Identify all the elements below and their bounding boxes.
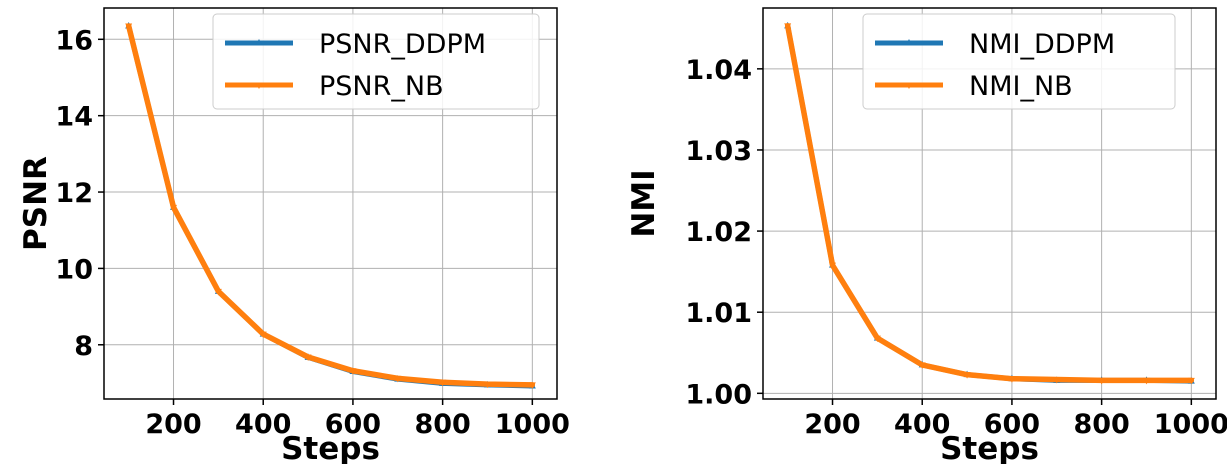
chart-panel-1: 200 400 600 800 1000 8 10 12 14 16 Steps PSNR PSNR_D…	[18, 7, 570, 464]
data-point-PSNR_NB	[259, 331, 267, 339]
chart-panel-2: 200 400 600 800 1000 1.00 1.01 1.02 1.03 1.04 Step…	[626, 7, 1227, 464]
x-tick-label: 600	[325, 409, 381, 440]
legend: PSNR_DDPM PSNR_NB	[212, 13, 540, 110]
x-tick-label: 400	[894, 409, 950, 440]
series-line-PSNR_NB	[125, 23, 536, 388]
x-axis-label: Steps	[940, 431, 1039, 464]
y-tick-label: 1.02	[685, 217, 752, 248]
x-axis-label: Steps	[281, 431, 380, 464]
data-point-NMI_NB	[918, 362, 926, 369]
data-point-NMI_NB	[829, 262, 837, 270]
y-tick-label: 10	[55, 254, 93, 285]
x-tick-label: 1000	[1154, 409, 1227, 440]
data-point-NMI_NB	[1053, 377, 1061, 384]
y-axis-label: NMI	[626, 169, 662, 237]
data-point-NMI_NB	[1098, 377, 1106, 385]
data-point-PSNR_NB	[304, 354, 312, 361]
data-point-PSNR_NB	[483, 381, 491, 389]
plot-frame	[762, 7, 1217, 400]
y-tick-label: 16	[55, 25, 93, 56]
data-point-NMI_NB	[784, 23, 792, 30]
y-tick-label: 1.03	[685, 136, 752, 167]
legend-box	[212, 13, 540, 110]
data-point-PSNR_NB	[394, 375, 402, 383]
data-point-PSNR_NB	[439, 379, 447, 387]
x-tick-label: 800	[414, 409, 470, 440]
x-tick-label: 1000	[495, 409, 570, 440]
legend-label-PSNR_NB: PSNR_NB	[319, 71, 444, 102]
legend-marker-NMI_NB	[905, 82, 913, 89]
legend-marker-NMI_DDPM	[905, 39, 913, 46]
series-line-NMI_NB	[784, 23, 1195, 384]
data-point-NMI_NB	[1142, 377, 1150, 385]
plot-frame	[103, 7, 558, 400]
y-tick-label: 1.04	[685, 55, 752, 86]
legend-marker-PSNR_DDPM	[255, 39, 263, 46]
x-tick-label: 200	[804, 409, 860, 440]
data-point-PSNR_NB	[170, 204, 178, 212]
legend-label-NMI_DDPM: NMI_DDPM	[969, 29, 1115, 60]
data-point-NMI_NB	[873, 335, 881, 343]
data-point-PSNR_NB	[349, 368, 357, 375]
x-tick-label: 800	[1073, 409, 1129, 440]
x-tick-label: 400	[235, 409, 291, 440]
data-point-NMI_NB	[1008, 376, 1016, 383]
data-point-PSNR_NB	[214, 288, 222, 296]
y-tick-label: 12	[55, 178, 93, 209]
y-tick-label: 8	[74, 331, 93, 362]
x-tick-label: 600	[984, 409, 1040, 440]
data-point-NMI_NB	[1187, 377, 1195, 385]
y-tick-label: 14	[55, 102, 93, 133]
y-tick-label: 1.00	[685, 379, 752, 410]
data-point-PSNR_NB	[528, 382, 536, 389]
y-tick-label: 1.01	[685, 298, 752, 329]
legend-label-NMI_NB: NMI_NB	[969, 71, 1073, 102]
data-point-NMI_NB	[963, 372, 971, 379]
legend: NMI_DDPM NMI_NB	[862, 13, 1176, 110]
legend-marker-PSNR_NB	[255, 82, 263, 89]
data-point-PSNR_NB	[125, 23, 133, 30]
legend-label-PSNR_DDPM: PSNR_DDPM	[319, 29, 486, 60]
x-tick-label: 200	[145, 409, 201, 440]
y-axis-label: PSNR	[18, 156, 54, 251]
